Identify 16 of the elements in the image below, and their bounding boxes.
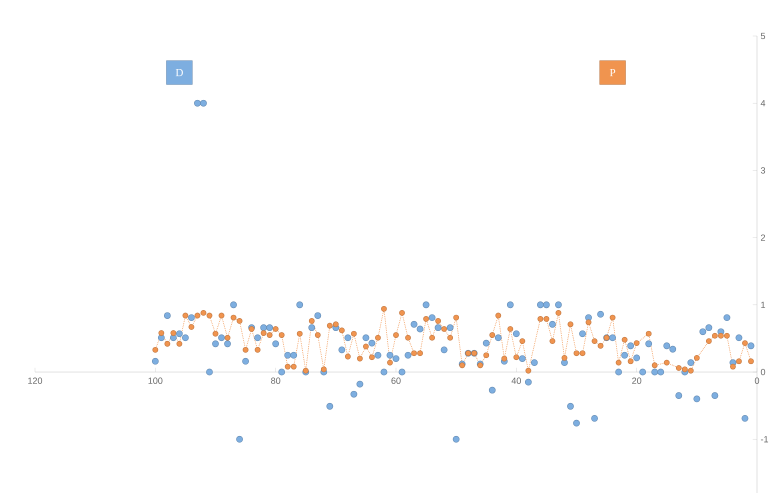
y-tick-label: 4: [760, 100, 766, 106]
x-tick-label: 80: [271, 378, 280, 384]
text: D: [176, 68, 183, 76]
x-tick-label: 120: [28, 378, 42, 384]
y-tick-label: 1: [761, 302, 766, 308]
y-tick-label: 0: [760, 368, 766, 376]
x-tick-label: 40: [512, 378, 521, 384]
x-tick-label: 20: [632, 378, 642, 384]
x-tick-label: 60: [391, 378, 401, 384]
y-tick-label: 2: [760, 234, 766, 241]
y-tick-label: 5: [760, 32, 766, 40]
x-tick-label: 0: [754, 378, 760, 384]
y-tick-label: -1: [760, 436, 768, 442]
text: P: [610, 68, 616, 76]
x-tick-label: 100: [148, 378, 162, 384]
y-tick-label: 3: [760, 167, 766, 174]
